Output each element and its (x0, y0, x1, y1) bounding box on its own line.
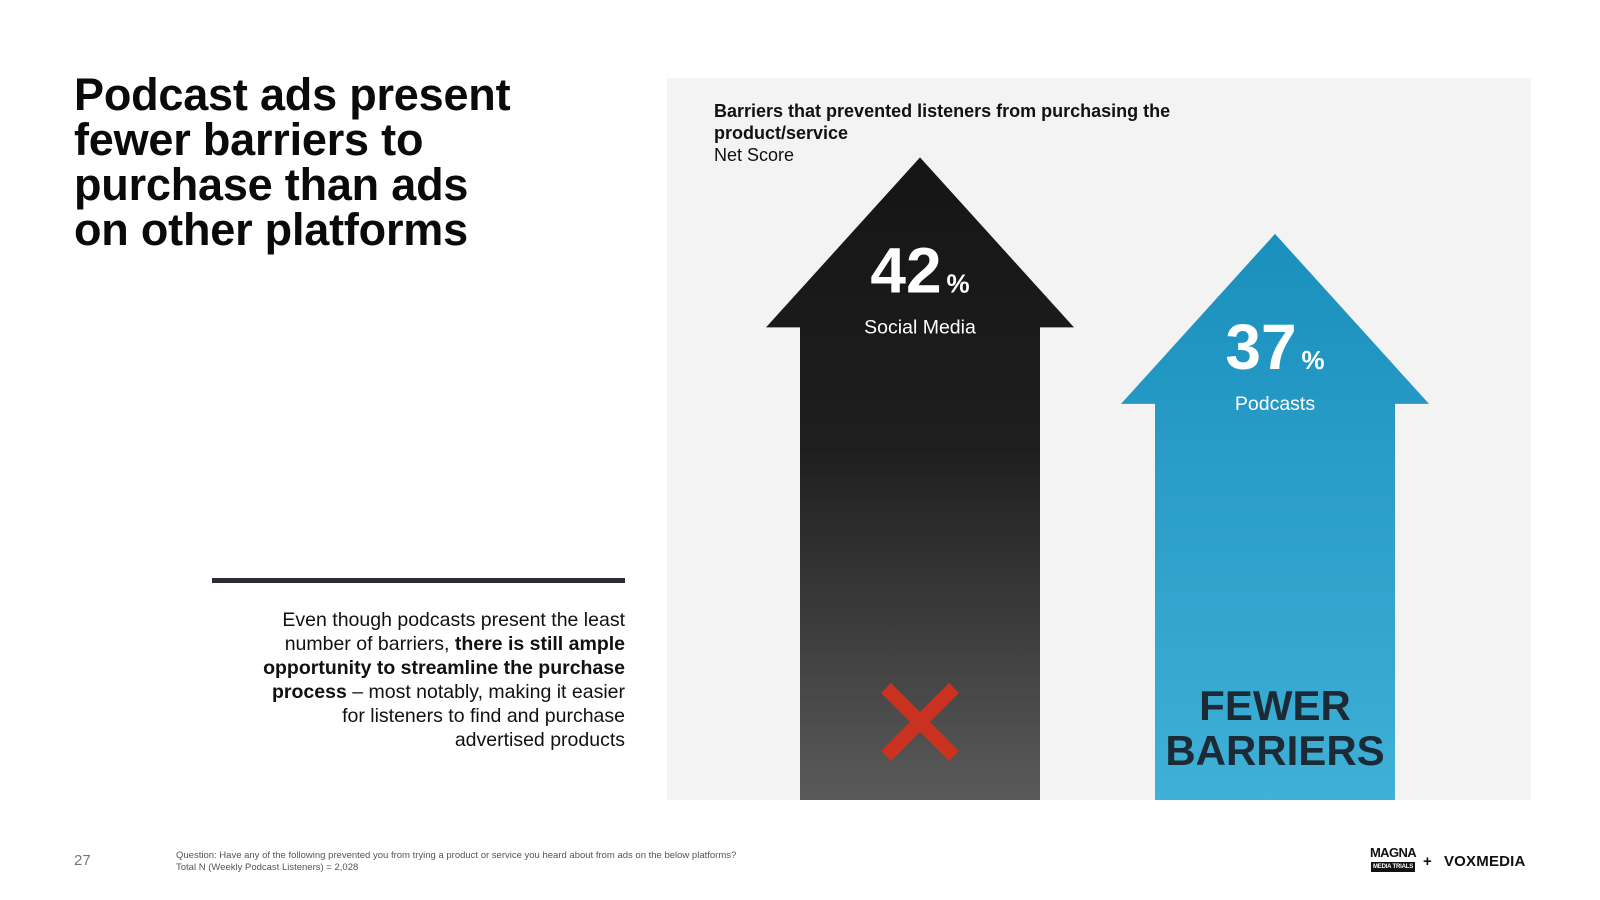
chart-subtitle: Net Score (714, 145, 795, 165)
x-icon (881, 683, 959, 761)
plus-sign: + (1423, 852, 1432, 870)
page-number: 27 (74, 852, 91, 869)
brand-logos: MAGNA MEDIA TRIALS + VOXMEDIA (1370, 846, 1526, 876)
magna-subline: MEDIA TRIALS (1370, 862, 1416, 872)
footnote-base: Total N (Weekly Podcast Listeners) = 2,0… (176, 862, 359, 873)
body-intro: Even though podcasts present the least n… (282, 609, 625, 655)
voxmedia-logo: VOXMEDIA (1443, 852, 1526, 870)
footnote-question: Question: Have any of the following prev… (176, 850, 737, 861)
divider (212, 578, 625, 583)
annotation-line: BARRIERS (1165, 727, 1384, 774)
unit-label: % (1301, 345, 1324, 375)
footnote: Question: Have any of the following prev… (176, 850, 736, 874)
unit-label: % (946, 268, 969, 298)
chart-title: Barriers that prevented listeners from p… (714, 100, 1194, 166)
value-label: 37 (1225, 311, 1296, 383)
title-line: purchase than ads (74, 159, 469, 210)
value-label: 42 (870, 234, 941, 306)
body-copy: Even though podcasts present the least n… (250, 608, 625, 752)
chart-title-text: Barriers that prevented listeners from p… (714, 101, 1171, 143)
arrow-bar-social-media (766, 157, 1074, 800)
magna-logo: MAGNA MEDIA TRIALS (1370, 846, 1417, 876)
body-emphasis: there is still ample opportunity to stre… (263, 633, 625, 703)
annotation-line: FEWER (1199, 682, 1351, 729)
title-line: on other platforms (74, 204, 468, 255)
category-label: Podcasts (1235, 393, 1315, 415)
title-line: fewer barriers to (74, 114, 424, 165)
body-outro: – most notably, making it easier for lis… (342, 681, 625, 751)
category-label: Social Media (864, 316, 976, 338)
arrow-bar-podcasts (1121, 233, 1429, 800)
magna-wordmark: MAGNA (1369, 845, 1417, 860)
page-title: Podcast ads present fewer barriers to pu… (74, 72, 544, 252)
title-line: Podcast ads present (74, 69, 511, 120)
